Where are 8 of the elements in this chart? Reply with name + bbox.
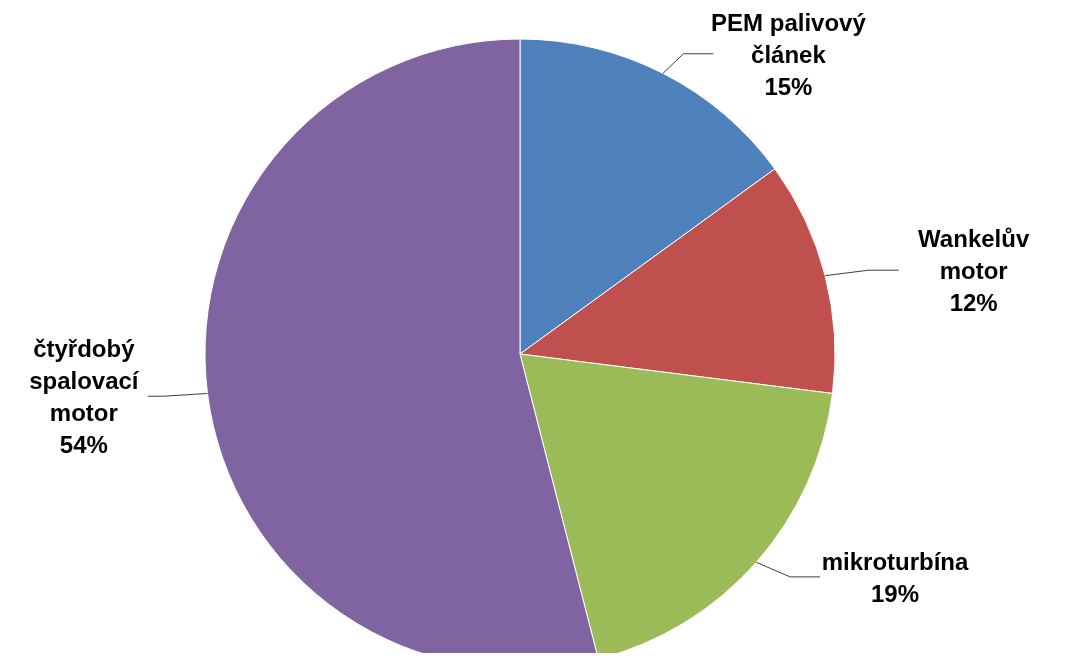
data-label: 12% xyxy=(949,288,998,316)
slice-label: čtyřdobý spalovací motor xyxy=(29,334,140,426)
data-label: 19% xyxy=(871,579,920,607)
slice-label: mikroturbína xyxy=(821,547,970,575)
slice-label: PEM palivový článek xyxy=(711,8,867,68)
data-label: 15% xyxy=(764,72,813,100)
slice-label: Wankelův motor xyxy=(918,224,1030,284)
data-label: 54% xyxy=(59,430,108,458)
